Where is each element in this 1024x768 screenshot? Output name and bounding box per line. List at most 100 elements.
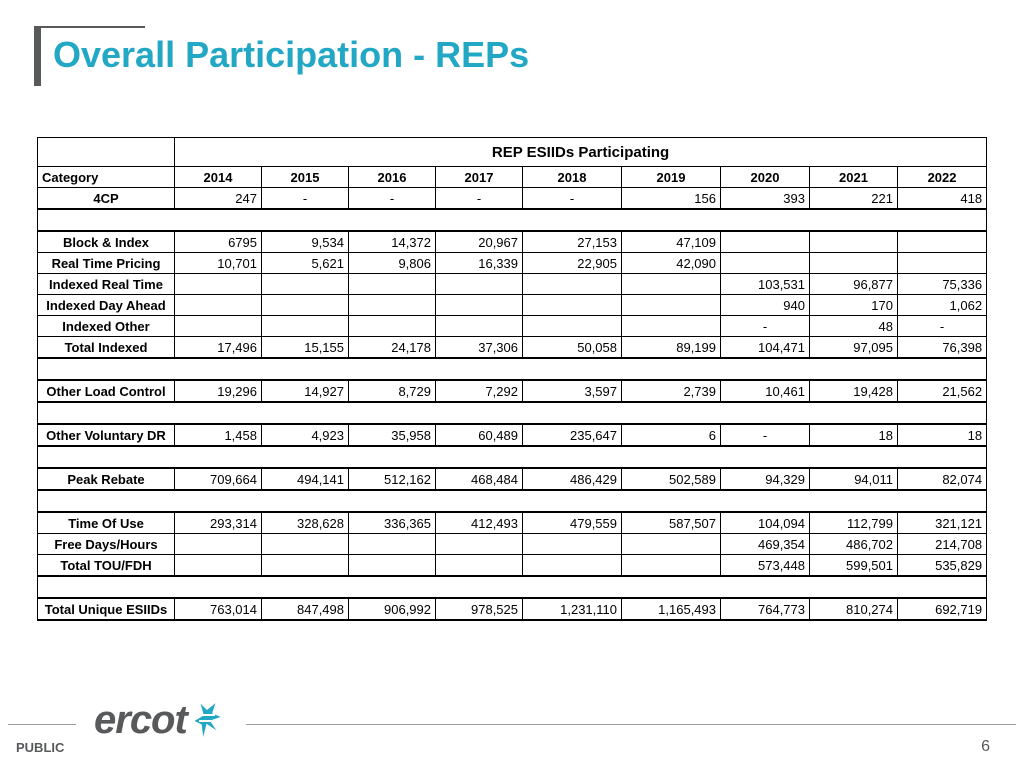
value-cell <box>348 554 436 577</box>
spacer-row <box>36 489 988 513</box>
value-cell <box>720 230 810 253</box>
value-cell: 5,621 <box>261 252 349 274</box>
table-row-free-days-hours: Free Days/Hours 469,354 486,702 214,708 <box>37 533 988 555</box>
value-cell: 18 <box>896 423 988 447</box>
value-cell <box>621 294 721 316</box>
value-cell: 42,090 <box>621 252 721 274</box>
value-cell: - <box>435 187 523 210</box>
value-cell <box>522 294 622 316</box>
table-row-other-voluntary-dr: Other Voluntary DR 1,458 4,923 35,958 60… <box>37 423 988 447</box>
value-cell: 221 <box>809 187 898 210</box>
value-cell: 21,562 <box>896 379 988 403</box>
spacer-row <box>36 445 988 469</box>
table-row-total-unique-esiids: Total Unique ESIIDs 763,014 847,498 906,… <box>37 597 988 621</box>
value-cell: 328,628 <box>261 511 349 534</box>
value-cell: 494,141 <box>261 467 349 491</box>
value-cell: 1,458 <box>174 423 262 447</box>
value-cell: 2,739 <box>621 379 721 403</box>
value-cell <box>348 273 436 295</box>
title-accent-line <box>41 26 145 28</box>
spacer-row <box>36 357 988 381</box>
value-cell: 10,701 <box>174 252 262 274</box>
value-cell: 512,162 <box>348 467 436 491</box>
row-label: Peak Rebate <box>37 467 175 491</box>
ercot-logo: ercot <box>94 698 225 743</box>
table-row-peak-rebate: Peak Rebate 709,664 494,141 512,162 468,… <box>37 467 988 491</box>
year-header: 2020 <box>720 166 810 188</box>
value-cell <box>435 294 523 316</box>
row-label: Block & Index <box>37 230 175 253</box>
value-cell: 709,664 <box>174 467 262 491</box>
year-header: 2017 <box>435 166 523 188</box>
value-cell: 599,501 <box>809 554 898 577</box>
year-header: 2015 <box>261 166 349 188</box>
value-cell: 104,471 <box>720 336 810 359</box>
ercot-star-icon <box>191 698 225 741</box>
value-cell: 502,589 <box>621 467 721 491</box>
value-cell: 4,923 <box>261 423 349 447</box>
value-cell <box>621 533 721 555</box>
row-label: Total Unique ESIIDs <box>37 597 175 621</box>
value-cell <box>435 533 523 555</box>
value-cell: 10,461 <box>720 379 810 403</box>
value-cell: 940 <box>720 294 810 316</box>
year-header-row: Category 2014 2015 2016 2017 2018 2019 2… <box>37 166 988 188</box>
value-cell <box>621 554 721 577</box>
value-cell: 468,484 <box>435 467 523 491</box>
value-cell: 76,398 <box>896 336 988 359</box>
value-cell: 24,178 <box>348 336 436 359</box>
value-cell <box>435 554 523 577</box>
value-cell <box>522 554 622 577</box>
table-row-time-of-use: Time Of Use 293,314 328,628 336,365 412,… <box>37 511 988 534</box>
value-cell: 60,489 <box>435 423 523 447</box>
value-cell <box>809 230 898 253</box>
value-cell: 82,074 <box>896 467 988 491</box>
value-cell: 156 <box>621 187 721 210</box>
table-row-4cp: 4CP 247 - - - - 156 393 221 418 <box>37 187 988 210</box>
value-cell <box>621 315 721 337</box>
table-title: REP ESIIDs Participating <box>173 137 988 167</box>
table-row-total-tou-fdh: Total TOU/FDH 573,448 599,501 535,829 <box>37 554 988 577</box>
year-header: 2014 <box>174 166 262 188</box>
value-cell <box>348 294 436 316</box>
value-cell: - <box>522 187 622 210</box>
participation-table: REP ESIIDs Participating Category 2014 2… <box>36 137 988 621</box>
value-cell: 412,493 <box>435 511 523 534</box>
row-label: Time Of Use <box>37 511 175 534</box>
footer-divider-left <box>8 724 76 725</box>
value-cell: 7,292 <box>435 379 523 403</box>
table-corner-cell <box>37 137 175 167</box>
year-header: 2018 <box>522 166 622 188</box>
value-cell <box>174 554 262 577</box>
value-cell: 763,014 <box>174 597 262 621</box>
value-cell: 1,231,110 <box>522 597 622 621</box>
value-cell <box>261 294 349 316</box>
value-cell: 8,729 <box>348 379 436 403</box>
value-cell: 20,967 <box>435 230 523 253</box>
table-row-indexed-real-time: Indexed Real Time 103,531 96,877 75,336 <box>37 273 988 295</box>
value-cell: - <box>896 315 988 337</box>
table-row-indexed-other: Indexed Other - 48 - <box>37 315 988 337</box>
value-cell: 418 <box>896 187 988 210</box>
value-cell: 170 <box>809 294 898 316</box>
value-cell <box>435 273 523 295</box>
page-number: 6 <box>981 738 990 755</box>
value-cell: 104,094 <box>720 511 810 534</box>
value-cell <box>261 315 349 337</box>
value-cell: 810,274 <box>809 597 898 621</box>
table-row-block-index: Block & Index 6795 9,534 14,372 20,967 2… <box>37 230 988 253</box>
value-cell <box>896 252 988 274</box>
value-cell <box>621 273 721 295</box>
value-cell <box>896 230 988 253</box>
value-cell: 587,507 <box>621 511 721 534</box>
value-cell: 103,531 <box>720 273 810 295</box>
spacer-row <box>36 208 988 232</box>
value-cell <box>174 533 262 555</box>
category-header: Category <box>37 166 175 188</box>
value-cell: 96,877 <box>809 273 898 295</box>
value-cell: 479,559 <box>522 511 622 534</box>
year-header: 2021 <box>809 166 898 188</box>
value-cell: 27,153 <box>522 230 622 253</box>
title-accent-bar <box>34 26 41 86</box>
value-cell: - <box>261 187 349 210</box>
